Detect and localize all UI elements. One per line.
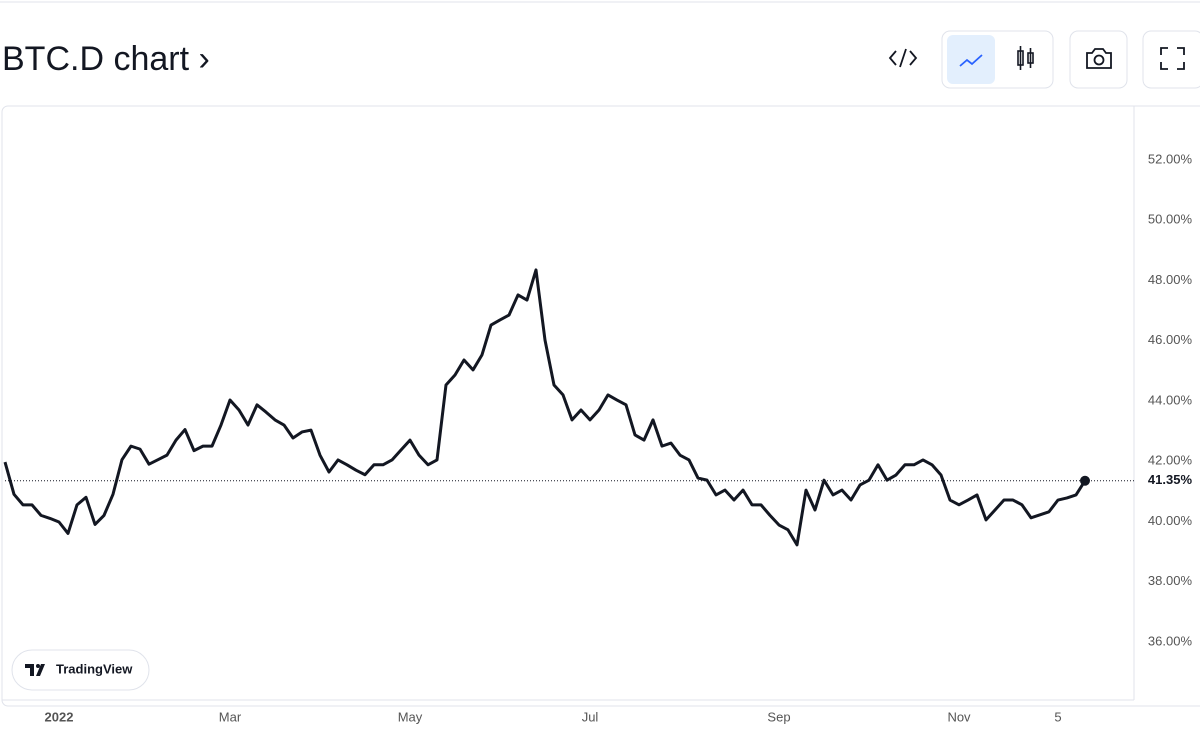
chart-frame <box>1 105 1200 707</box>
embed-button[interactable] <box>888 48 918 68</box>
snapshot-button[interactable] <box>1069 30 1128 89</box>
fullscreen-button[interactable] <box>1142 30 1200 89</box>
tradingview-logo <box>25 664 45 676</box>
y-tick-label: 48.00% <box>1148 272 1193 287</box>
x-tick-label: 2022 <box>45 709 74 724</box>
x-tick-label: May <box>398 709 423 724</box>
x-tick-label: Nov <box>947 709 971 724</box>
tradingview-badge[interactable] <box>11 649 150 691</box>
y-tick-label: 44.00% <box>1148 392 1193 407</box>
x-tick-label: Sep <box>767 709 790 724</box>
y-tick-label: 46.00% <box>1148 332 1193 347</box>
y-tick-label: 38.00% <box>1148 573 1193 588</box>
y-tick-label: 36.00% <box>1148 633 1193 648</box>
candle-style-button[interactable] <box>1017 46 1034 70</box>
fullscreen-icon <box>1160 47 1185 70</box>
line-style-button[interactable] <box>947 35 995 84</box>
chart-title[interactable]: BTC.D chart › <box>2 40 210 78</box>
x-tick-label: 5 <box>1054 709 1061 724</box>
tradingview-logo-dot <box>36 664 40 668</box>
camera-icon <box>1086 48 1112 69</box>
last-price-box <box>1135 470 1197 491</box>
y-tick-label: 40.00% <box>1148 513 1193 528</box>
x-tick-label: Mar <box>219 709 242 724</box>
price-line <box>3 268 1087 547</box>
y-tick-label: 42.00% <box>1148 453 1193 468</box>
tradingview-label: TradingView <box>56 661 133 676</box>
x-tick-label: Jul <box>582 709 599 724</box>
last-price-label: 41.35% <box>1148 472 1193 487</box>
last-price-dot <box>1080 475 1090 486</box>
y-tick-label: 52.00% <box>1148 151 1193 166</box>
line-icon <box>959 54 983 67</box>
y-tick-label: 50.00% <box>1148 212 1193 227</box>
